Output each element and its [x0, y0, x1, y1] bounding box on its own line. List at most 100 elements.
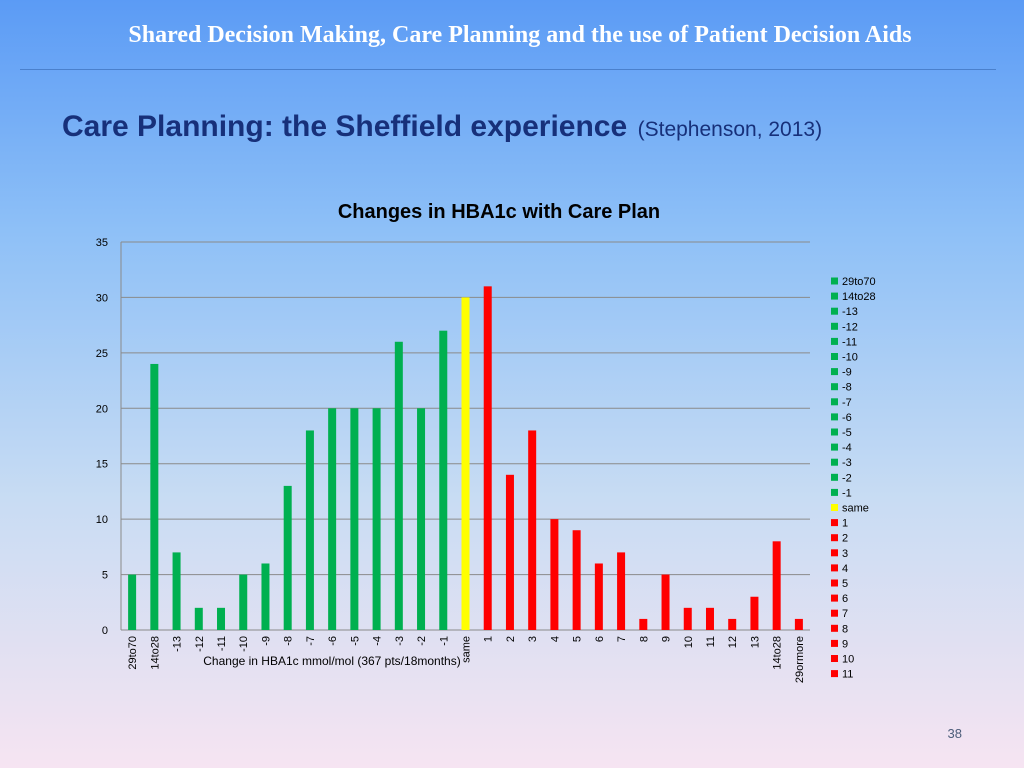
x-tick-label: -1: [438, 636, 450, 646]
legend-label: -3: [842, 457, 852, 469]
bar-6: [594, 563, 603, 630]
bar--2: [417, 408, 426, 630]
legend-swatch: [831, 458, 838, 466]
legend-swatch: [831, 670, 838, 678]
legend-label: 10: [842, 654, 854, 666]
legend-label: -9: [842, 367, 852, 379]
legend-swatch: [831, 383, 838, 391]
legend-label: same: [842, 503, 869, 515]
x-tick-label: 7: [616, 636, 628, 642]
legend-swatch: [831, 549, 838, 557]
x-tick-label: -11: [216, 636, 228, 651]
legend-label: 3: [842, 548, 848, 560]
legend-swatch: [831, 609, 838, 617]
x-tick-label: 12: [727, 636, 739, 648]
legend-swatch: [831, 413, 838, 421]
y-tick-label: 30: [96, 292, 108, 304]
x-tick-label: -7: [305, 636, 317, 646]
x-tick-label: -8: [283, 636, 295, 646]
legend-label: 4: [842, 563, 848, 575]
slide-title-main: Care Planning: the Sheffield experience: [62, 110, 628, 143]
y-tick-label: 10: [96, 514, 108, 526]
bar-11: [705, 607, 714, 630]
y-tick-label: 0: [102, 625, 108, 637]
legend-swatch: [831, 624, 838, 632]
legend-label: -2: [842, 472, 852, 484]
bar-29ormore: [794, 618, 803, 630]
y-tick-label: 35: [96, 237, 108, 249]
bar-10: [683, 607, 692, 630]
bar--12: [194, 607, 203, 630]
legend-swatch: [831, 292, 838, 300]
legend-swatch: [831, 398, 838, 406]
x-tick-label: -9: [260, 636, 272, 646]
legend-label: 8: [842, 623, 848, 635]
y-tick-label: 20: [96, 403, 108, 415]
legend-label: -4: [842, 442, 852, 454]
legend-swatch: [831, 322, 838, 330]
legend-label: 6: [842, 593, 848, 605]
bar--7: [305, 430, 314, 630]
legend-swatch: [831, 337, 838, 345]
legend-swatch: [831, 519, 838, 527]
bar--8: [283, 485, 292, 630]
bar-14to28: [772, 541, 781, 630]
bar-5: [572, 530, 581, 630]
bar--4: [372, 408, 381, 630]
x-tick-label: 14to28: [149, 636, 161, 670]
bar-29to70: [128, 574, 137, 630]
bar--3: [394, 341, 403, 630]
legend-label: 9: [842, 638, 848, 650]
legend-label: 14to28: [842, 291, 876, 303]
legend-label: -11: [842, 336, 857, 348]
x-axis-title: Change in HBA1c mmol/mol (367 pts/18mont…: [203, 654, 460, 668]
x-tick-label: 14to28: [772, 636, 784, 670]
x-tick-label: 13: [749, 636, 761, 648]
legend-swatch: [831, 594, 838, 602]
x-tick-label: 29ormore: [794, 636, 806, 683]
chart-title: Changes in HBA1c with Care Plan: [338, 201, 660, 223]
chart-bars: [128, 286, 803, 630]
x-tick-label: 6: [594, 636, 606, 642]
bar-1: [483, 286, 492, 630]
x-tick-label: 5: [572, 636, 584, 642]
bar--10: [239, 574, 248, 630]
legend-swatch: [831, 639, 838, 647]
x-tick-label: -12: [194, 636, 206, 652]
legend-swatch: [831, 488, 838, 496]
x-tick-label: 10: [683, 636, 695, 648]
legend-swatch: [831, 368, 838, 376]
x-tick-label: 3: [527, 636, 539, 642]
bar-14to28: [150, 363, 159, 630]
legend-swatch: [831, 504, 838, 511]
x-tick-label: -10: [238, 636, 250, 652]
legend-swatch: [831, 307, 838, 315]
x-tick-label: 8: [638, 636, 650, 642]
x-tick-label: 11: [705, 636, 717, 647]
x-tick-label: same: [461, 636, 473, 663]
legend-label: -8: [842, 382, 852, 394]
legend-label: 7: [842, 608, 848, 620]
x-tick-label: 29to70: [127, 636, 139, 670]
x-tick-label: 9: [661, 636, 673, 642]
x-tick-label: 1: [483, 636, 495, 642]
bar-13: [750, 596, 759, 630]
legend-label: 29to70: [842, 276, 876, 288]
legend-swatch: [831, 655, 838, 662]
bar-12: [728, 618, 737, 630]
legend-label: -1: [842, 487, 852, 499]
x-tick-label: -6: [327, 636, 339, 646]
legend-label: 11: [842, 669, 853, 681]
bar--13: [172, 552, 181, 630]
bar--1: [439, 330, 448, 630]
bar-same: [461, 297, 470, 630]
legend-label: -7: [842, 397, 852, 409]
x-tick-label: -5: [349, 636, 361, 646]
legend-swatch: [831, 443, 838, 451]
y-tick-label: 15: [96, 459, 108, 471]
x-tick-label: -13: [172, 636, 184, 652]
bar--5: [350, 408, 359, 630]
x-tick-label: 4: [549, 636, 561, 642]
